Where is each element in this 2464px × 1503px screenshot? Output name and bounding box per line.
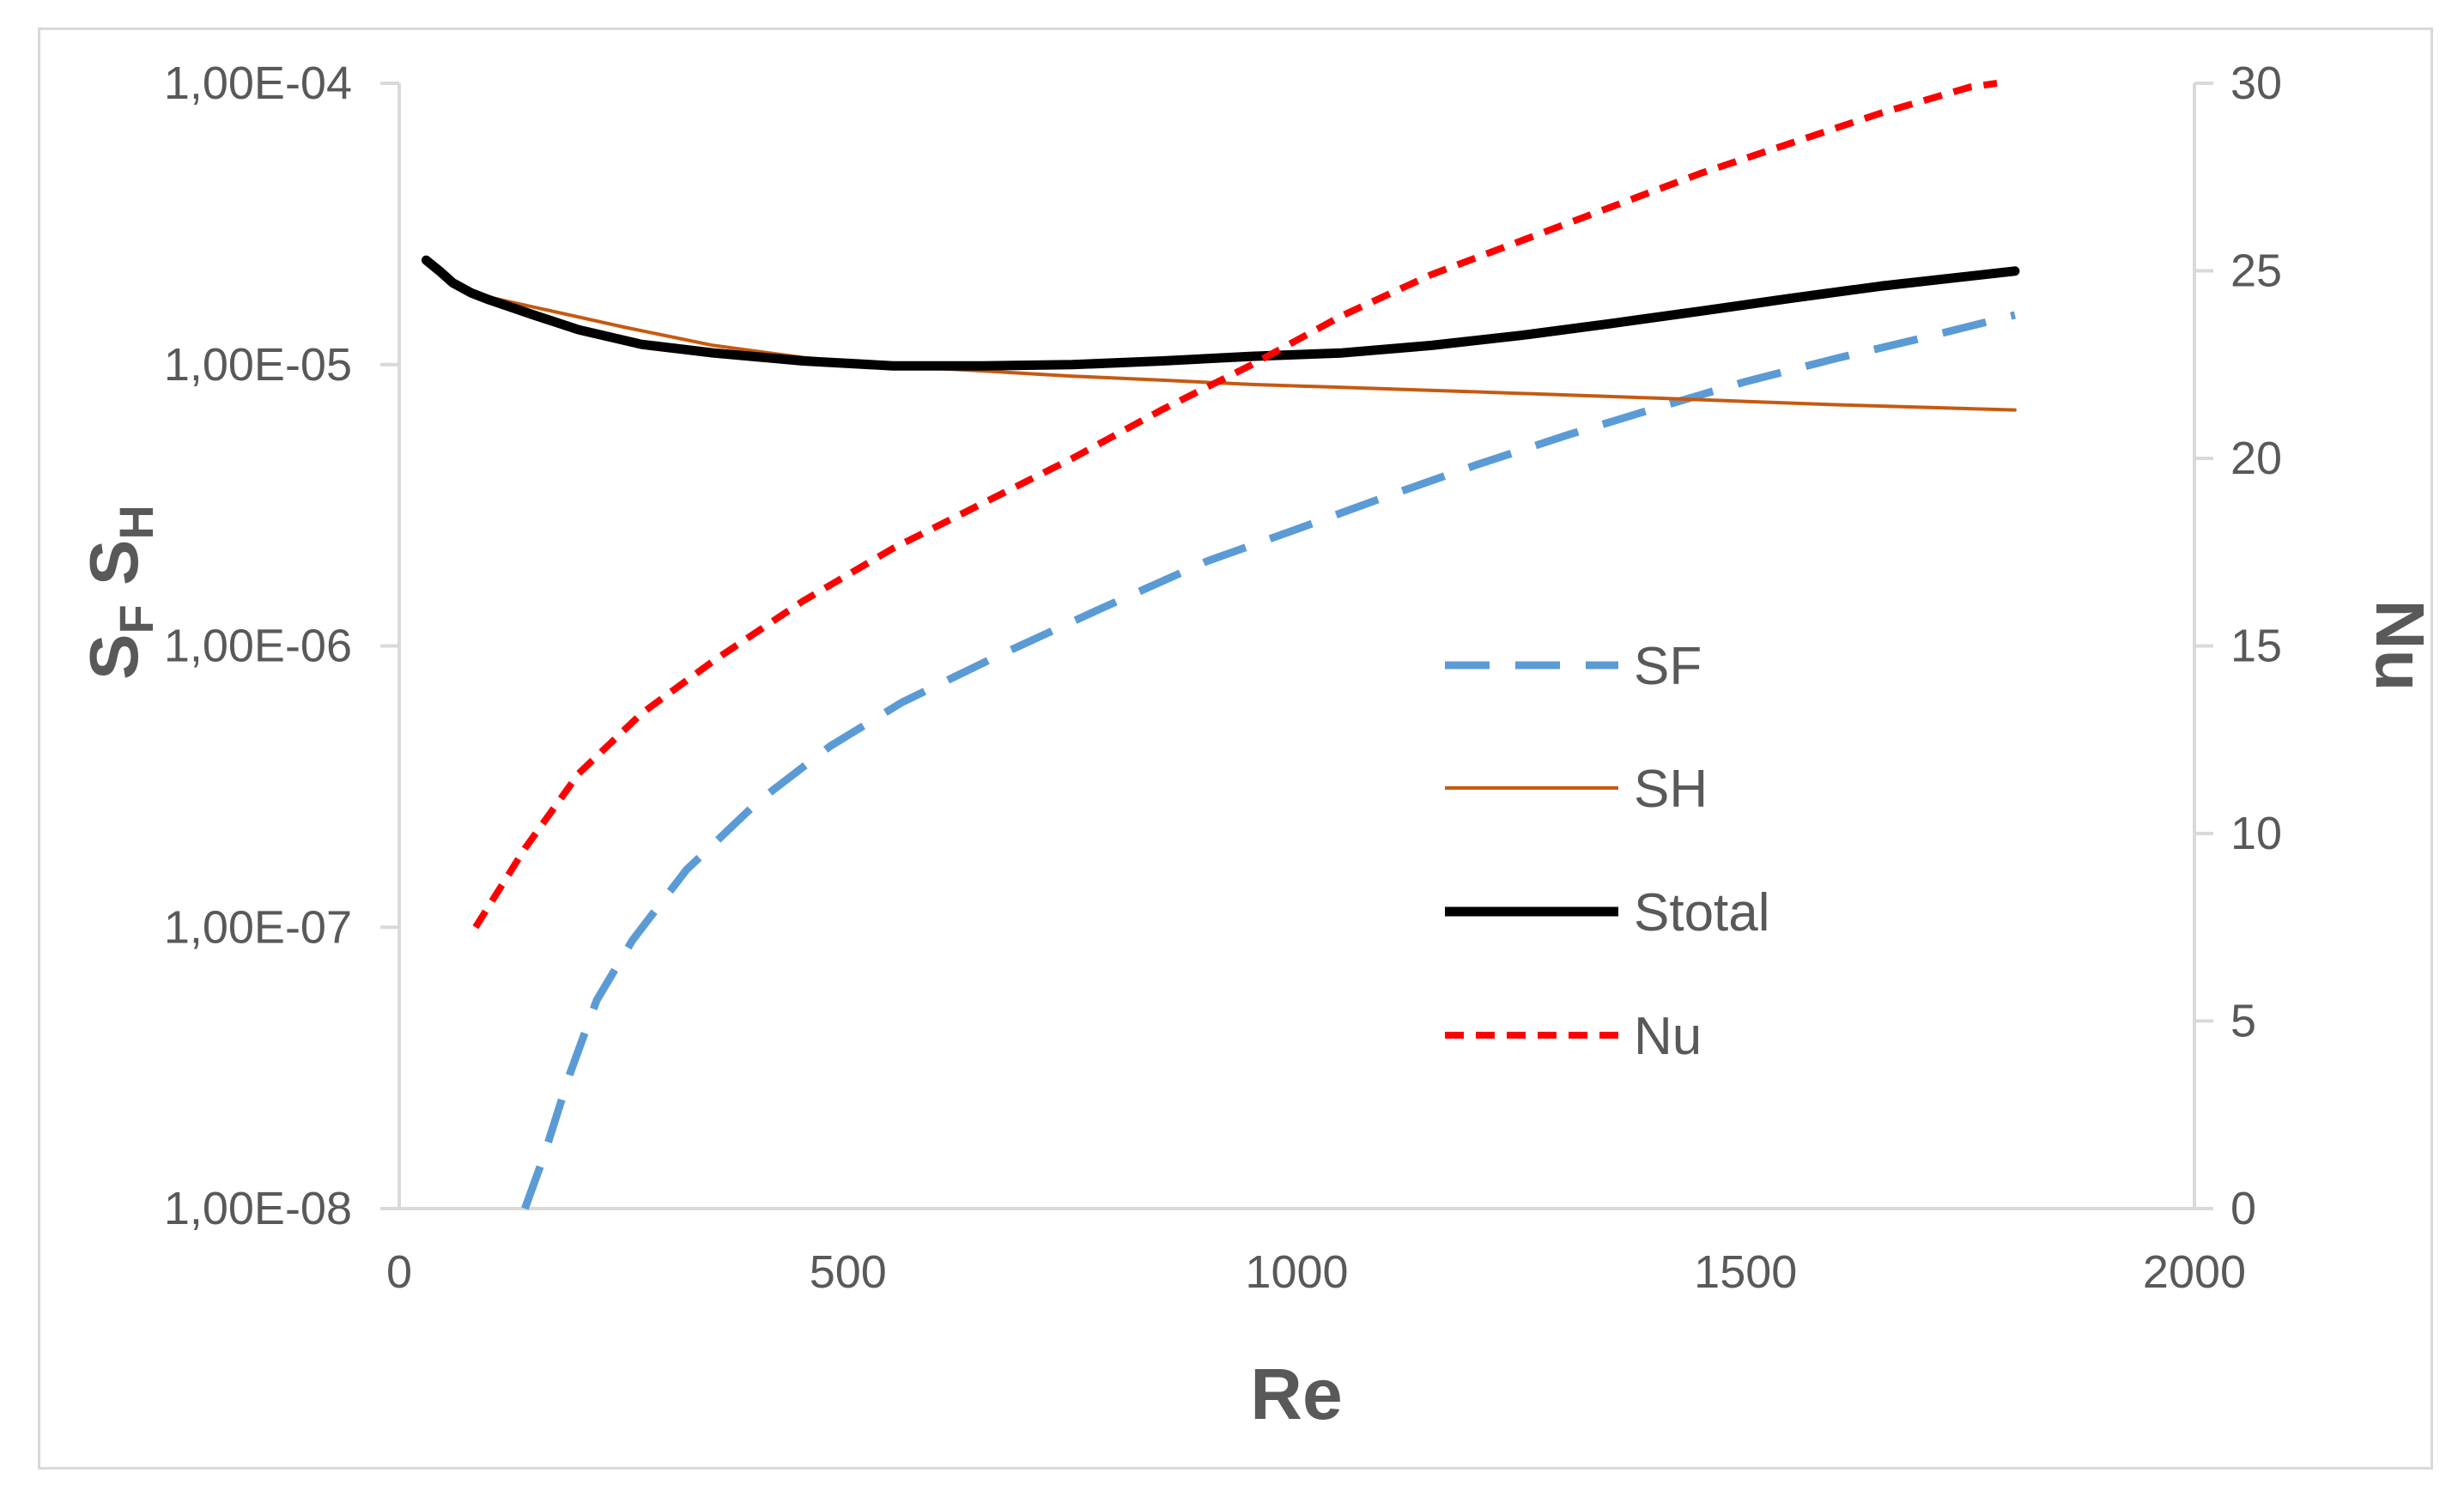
legend: SF SH Stotal Nu bbox=[1445, 637, 1770, 1066]
axes bbox=[398, 83, 2196, 1210]
y-tick-label: 1,00E-07 bbox=[164, 901, 352, 953]
y-axis-title-space bbox=[76, 585, 152, 604]
y-tick-label: 1,00E-08 bbox=[164, 1183, 352, 1234]
legend-label-nu: Nu bbox=[1634, 1007, 1702, 1066]
x-tick-labels: 0 500 1000 1500 2000 bbox=[386, 1246, 2246, 1298]
legend-label-sf: SF bbox=[1634, 637, 1702, 696]
x-axis-title: Re bbox=[1250, 1354, 1342, 1434]
y-tick-label: 1,00E-04 bbox=[164, 58, 352, 109]
x-tick-label: 500 bbox=[810, 1246, 887, 1298]
y-tick-labels: 1,00E-08 1,00E-07 1,00E-06 1,00E-05 1,00E-04 bbox=[164, 58, 399, 1234]
y2-axis-title: Nu bbox=[2362, 600, 2438, 692]
x-tick-label: 1500 bbox=[1694, 1246, 1797, 1298]
x-tick-label: 0 bbox=[386, 1246, 412, 1298]
series-nu-line bbox=[472, 80, 1998, 930]
series-layer bbox=[421, 80, 2020, 1210]
y-axis-title-s1: S bbox=[76, 633, 152, 679]
y2-tick-label: 10 bbox=[2230, 808, 2282, 859]
x-tick-label: 2000 bbox=[2143, 1246, 2246, 1298]
y2-tick-label: 20 bbox=[2230, 433, 2282, 484]
y-tick-label: 1,00E-06 bbox=[164, 621, 352, 672]
series-stotal-line bbox=[421, 255, 2020, 371]
y2-tick-label: 0 bbox=[2230, 1183, 2256, 1234]
y-axis-title: SF SH bbox=[76, 505, 163, 680]
x-tick-label: 1000 bbox=[1245, 1246, 1348, 1298]
y-axis-title-sub1: F bbox=[109, 604, 163, 633]
y-axis-title-sub2: H bbox=[109, 505, 163, 539]
legend-label-stotal: Stotal bbox=[1634, 883, 1770, 942]
y2-tick-label: 5 bbox=[2230, 996, 2256, 1047]
y-axis-title-s2: S bbox=[76, 540, 152, 585]
series-sh-line bbox=[473, 292, 2017, 412]
y-tick-label: 1,00E-05 bbox=[164, 339, 352, 391]
y2-tick-label: 15 bbox=[2230, 621, 2282, 672]
legend-label-sh: SH bbox=[1634, 760, 1708, 819]
series-sf-line bbox=[521, 311, 2016, 1210]
y2-tick-label: 30 bbox=[2230, 58, 2282, 109]
y2-tick-label: 25 bbox=[2230, 245, 2282, 297]
y2-tick-labels: 0 5 10 15 20 25 30 bbox=[2194, 58, 2282, 1234]
